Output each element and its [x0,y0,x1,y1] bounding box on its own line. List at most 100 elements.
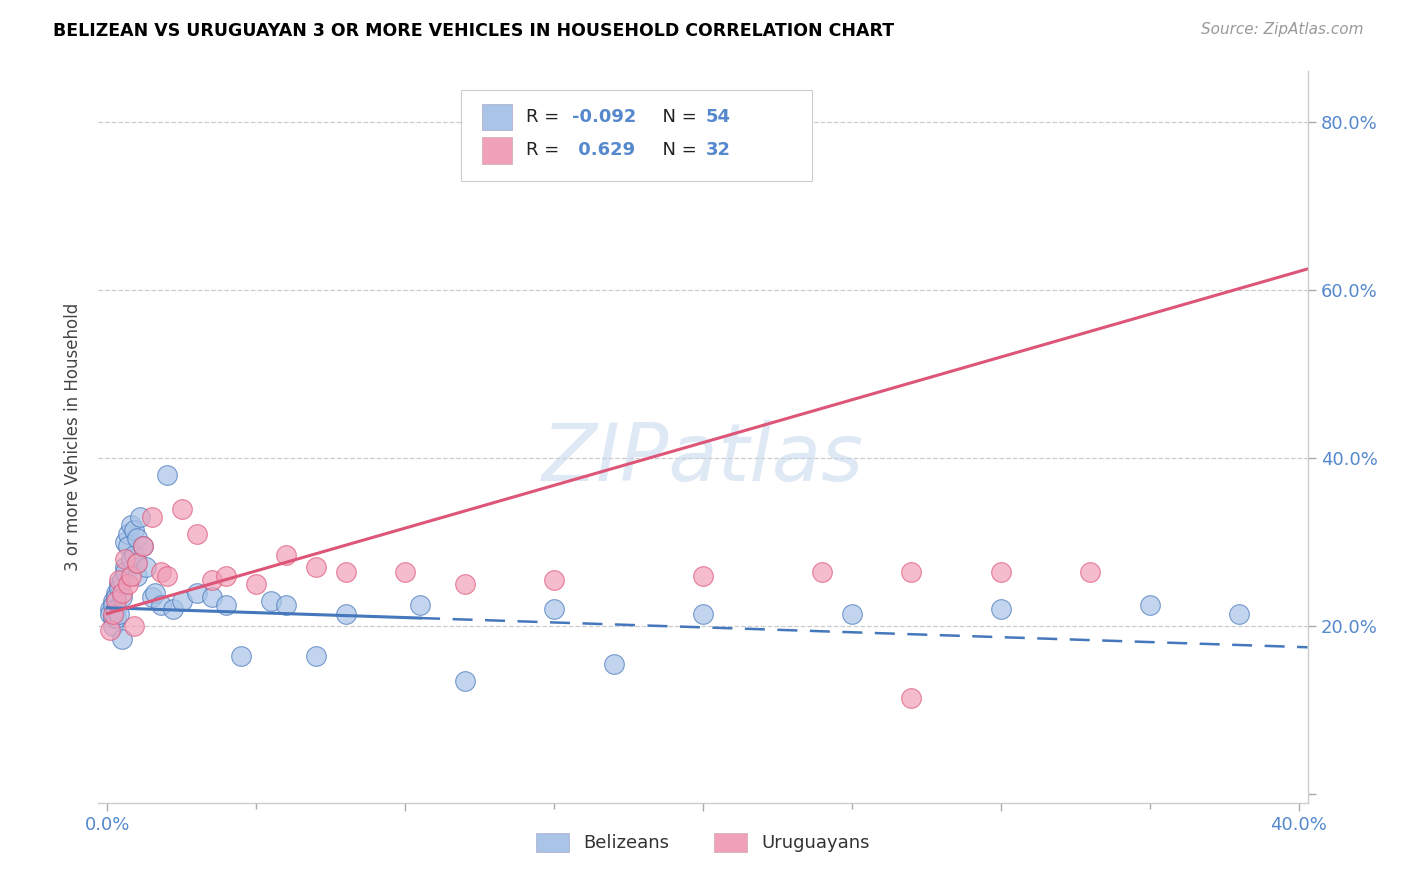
Point [108,582,131,596]
Point [111,590,134,604]
Point [409,599,432,613]
Y-axis label: 3 or more Vehicles in Household: 3 or more Vehicles in Household [65,303,83,571]
Point [215,569,238,583]
Point [143,585,166,599]
Point [105,602,128,616]
Point [122,548,145,562]
Point [274,599,297,613]
Point [900,565,922,579]
Point [103,611,125,625]
Point [120,518,142,533]
Point [170,594,193,608]
Point [98,607,121,621]
Text: N =: N = [651,108,703,126]
Point [105,590,128,604]
Point [162,602,184,616]
Legend: Belizeans, Uruguayans: Belizeans, Uruguayans [529,826,877,860]
Point [274,548,297,562]
Point [127,556,149,570]
Point [454,673,477,688]
Point [170,501,193,516]
Point [543,602,565,616]
Point [129,510,152,524]
Point [135,560,157,574]
Point [127,556,149,570]
Point [245,577,267,591]
Point [692,607,714,621]
Point [98,602,121,616]
Point [111,573,134,587]
Point [186,585,208,599]
Point [117,577,139,591]
Point [1139,599,1161,613]
Point [1078,565,1101,579]
Point [108,577,131,591]
Point [127,531,149,545]
Point [231,648,253,663]
Point [122,619,145,633]
FancyBboxPatch shape [482,103,512,130]
Point [120,552,142,566]
Point [127,569,149,583]
Point [103,619,125,633]
Point [841,607,863,621]
Point [394,565,416,579]
Point [111,632,134,646]
Point [108,607,131,621]
Point [692,569,714,583]
Text: -0.092: -0.092 [572,108,637,126]
Point [103,594,125,608]
Point [260,594,283,608]
Point [114,552,136,566]
Point [105,585,128,599]
FancyBboxPatch shape [482,137,512,163]
Text: R =: R = [526,141,565,160]
Point [122,523,145,537]
Point [117,540,139,554]
Point [132,540,155,554]
FancyBboxPatch shape [461,90,811,181]
Point [111,585,134,599]
Point [335,565,357,579]
Point [156,467,179,482]
Point [149,565,172,579]
Point [141,510,163,524]
Point [105,594,128,608]
Point [114,560,136,574]
Point [900,690,922,705]
Point [602,657,624,671]
Point [108,573,131,587]
Point [156,569,179,583]
Point [335,607,357,621]
Text: 0.629: 0.629 [572,141,636,160]
Point [117,526,139,541]
Point [120,569,142,583]
Text: ZIPatlas: ZIPatlas [541,420,865,498]
Point [305,648,328,663]
Point [114,535,136,549]
Text: 32: 32 [706,141,731,160]
Point [105,611,128,625]
Point [141,590,163,604]
Point [543,573,565,587]
Point [114,565,136,579]
Text: 54: 54 [706,108,731,126]
Point [990,602,1012,616]
Point [811,565,834,579]
Point [186,526,208,541]
Text: Source: ZipAtlas.com: Source: ZipAtlas.com [1201,22,1364,37]
Point [990,565,1012,579]
Point [98,624,121,638]
Point [215,599,238,613]
Point [200,590,222,604]
Point [305,560,328,574]
Point [103,607,125,621]
Point [454,577,477,591]
Point [200,573,222,587]
Point [1227,607,1250,621]
Text: R =: R = [526,108,565,126]
Point [149,599,172,613]
Text: BELIZEAN VS URUGUAYAN 3 OR MORE VEHICLES IN HOUSEHOLD CORRELATION CHART: BELIZEAN VS URUGUAYAN 3 OR MORE VEHICLES… [53,22,894,40]
Text: N =: N = [651,141,703,160]
Point [103,599,125,613]
